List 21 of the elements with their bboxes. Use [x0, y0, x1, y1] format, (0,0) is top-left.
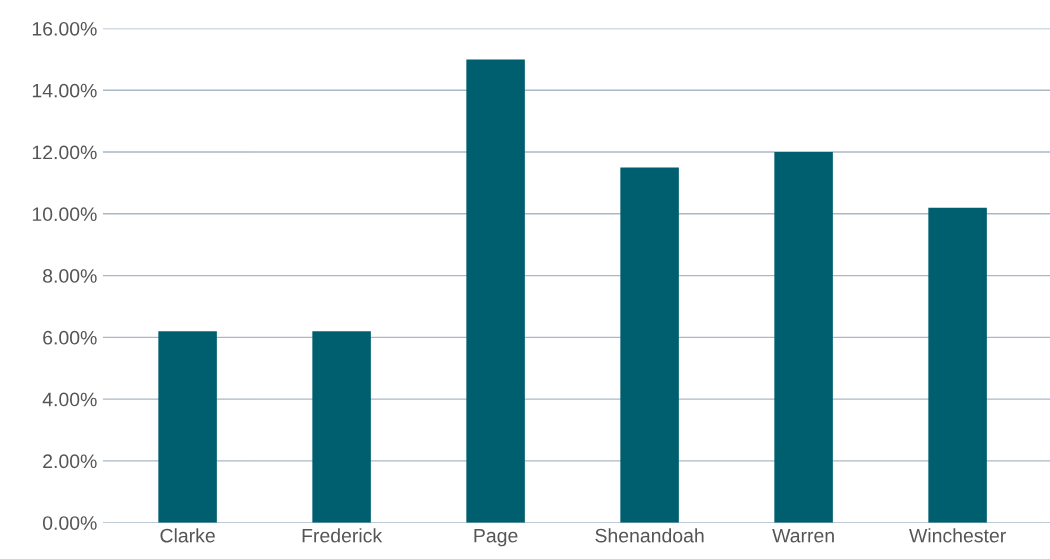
y-tick-label: 14.00% [32, 83, 97, 98]
x-tick-label: Frederick [302, 528, 383, 543]
x-tick-label: Shenandoah [595, 528, 704, 543]
y-tick-label: 0.00% [42, 516, 97, 530]
y-tick-label: 10.00% [32, 207, 97, 222]
bar [312, 331, 371, 523]
y-tick-label: 4.00% [42, 392, 97, 407]
bar [620, 167, 679, 523]
x-tick-label: Clarke [160, 528, 215, 543]
y-tick-label: 8.00% [43, 269, 97, 283]
bar [466, 59, 525, 523]
bar [774, 152, 833, 523]
y-tick-label: 16.00% [32, 21, 97, 36]
bar [928, 207, 987, 523]
x-tick-label: Winchester [909, 528, 1006, 543]
x-tick-label: Page [474, 528, 518, 547]
y-tick-label: 6.00% [43, 330, 97, 345]
x-tick-label: Warren [772, 528, 834, 543]
y-tick-label: 12.00% [32, 145, 97, 160]
bar [158, 331, 217, 523]
y-tick-label: 2.00% [43, 454, 97, 469]
